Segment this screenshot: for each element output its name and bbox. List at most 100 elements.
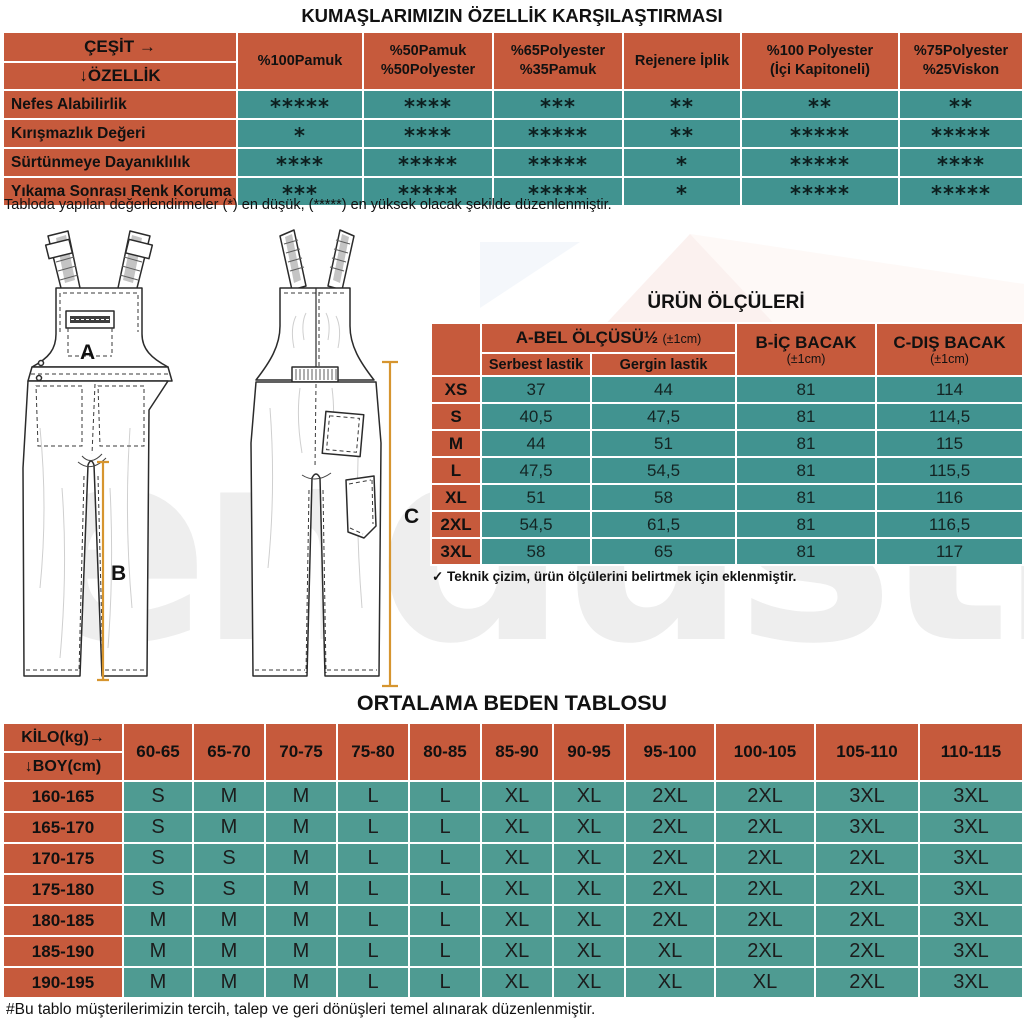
fabric-row-label: Kırışmazlık Değeri [2, 118, 238, 149]
body-size-cell: S [122, 811, 194, 844]
body-size-cell: M [264, 780, 338, 813]
body-size-cell: XL [624, 966, 716, 999]
measure-value-cell: 54,5 [589, 456, 738, 485]
height-row-label: 170-175 [2, 842, 124, 875]
body-size-cell: L [408, 842, 482, 875]
product-measurements-table: A-BEL ÖLÇÜSÜ½ (±1cm) B-İÇ BACAK (±1cm) C… [430, 322, 1024, 566]
body-size-cell: M [192, 904, 266, 937]
weight-column-header: 75-80 [336, 722, 410, 782]
body-size-cell: M [264, 811, 338, 844]
measure-label-c: C [404, 505, 419, 528]
measure-value-cell: 47,5 [480, 456, 592, 485]
body-size-cell: 2XL [714, 780, 816, 813]
star-rating-cell: **** [362, 89, 494, 120]
star-rating-cell: ** [622, 118, 742, 149]
measure-value-cell: 81 [735, 456, 878, 485]
body-size-cell: M [192, 966, 266, 999]
measure-value-cell: 81 [735, 375, 878, 404]
measure-value-cell: 54,5 [480, 510, 592, 539]
weight-column-header: 80-85 [408, 722, 482, 782]
body-size-cell: L [408, 873, 482, 906]
body-size-cell: L [408, 780, 482, 813]
star-rating-cell: ** [622, 89, 742, 120]
body-size-cell: 2XL [714, 873, 816, 906]
measure-value-cell: 81 [735, 429, 878, 458]
size-row-label: XS [430, 375, 482, 404]
body-table-note: #Bu tablo müşterilerimizin tercih, talep… [6, 1001, 596, 1018]
body-size-cell: 3XL [918, 842, 1024, 875]
height-row-label: 165-170 [2, 811, 124, 844]
body-size-cell: XL [480, 780, 554, 813]
body-size-cell: XL [624, 935, 716, 968]
body-size-cell: 3XL [918, 873, 1024, 906]
body-size-cell: 2XL [624, 780, 716, 813]
body-size-cell: S [122, 842, 194, 875]
body-size-cell: L [336, 842, 410, 875]
weight-column-header: 100-105 [714, 722, 816, 782]
overalls-back-view: C [250, 229, 419, 688]
star-rating-cell: ** [740, 89, 900, 120]
weight-column-header: 65-70 [192, 722, 266, 782]
urun-outer-leg-header: C-DIŞ BACAK (±1cm) [875, 322, 1024, 377]
body-size-cell: XL [552, 842, 626, 875]
body-size-cell: M [264, 966, 338, 999]
measure-label-b: B [111, 562, 126, 585]
height-row-label: 185-190 [2, 935, 124, 968]
star-rating-cell: ***** [740, 147, 900, 178]
body-size-cell: L [336, 811, 410, 844]
body-size-cell: XL [480, 966, 554, 999]
star-rating-cell: ** [898, 89, 1024, 120]
measure-value-cell: 44 [589, 375, 738, 404]
star-rating-cell: ***** [492, 147, 624, 178]
measure-value-cell: 115 [875, 429, 1024, 458]
body-size-cell: XL [480, 842, 554, 875]
fabric-column-header: %50Pamuk %50Polyester [362, 31, 494, 91]
body-size-cell: 2XL [624, 811, 716, 844]
star-rating-cell: *** [492, 89, 624, 120]
measure-value-cell: 51 [589, 429, 738, 458]
star-rating-cell: ***** [740, 118, 900, 149]
body-size-cell: M [264, 842, 338, 875]
weight-column-header: 95-100 [624, 722, 716, 782]
measure-value-cell: 37 [480, 375, 592, 404]
body-size-cell: 2XL [624, 873, 716, 906]
body-size-cell: 2XL [624, 904, 716, 937]
star-rating-cell: ***** [898, 176, 1024, 207]
measure-value-cell: 116 [875, 483, 1024, 512]
fabric-column-header: Rejenere İplik [622, 31, 742, 91]
height-row-label: 160-165 [2, 780, 124, 813]
body-size-cell: XL [552, 935, 626, 968]
body-size-cell: L [336, 904, 410, 937]
body-size-cell: XL [552, 873, 626, 906]
beden-corner-bottom: ↓BOY(cm) [2, 751, 124, 782]
body-size-cell: L [336, 935, 410, 968]
body-size-cell: XL [552, 780, 626, 813]
body-size-cell: M [264, 935, 338, 968]
body-size-cell: L [336, 873, 410, 906]
fabric-column-header: %100Pamuk [236, 31, 364, 91]
body-size-cell: 2XL [714, 935, 816, 968]
average-size-table: KİLO(kg)→ 60-65 65-70 70-75 75-80 80-85 … [2, 722, 1024, 999]
fabric-table-title: KUMAŞLARIMIZIN ÖZELLİK KARŞILAŞTIRMASI [301, 5, 723, 26]
star-rating-cell: **** [898, 147, 1024, 178]
star-rating-cell: ***** [362, 176, 494, 207]
measure-value-cell: 81 [735, 402, 878, 431]
body-size-cell: XL [714, 966, 816, 999]
body-size-cell: M [122, 935, 194, 968]
size-row-label: 3XL [430, 537, 482, 566]
body-size-cell: 2XL [814, 904, 920, 937]
body-size-cell: XL [552, 966, 626, 999]
fabric-comparison-table: ÇEŞİT → %100Pamuk %50Pamuk %50Polyester … [2, 31, 1024, 207]
urun-waist-header: A-BEL ÖLÇÜSÜ½ (±1cm) [479, 322, 738, 354]
body-size-cell: XL [480, 873, 554, 906]
weight-column-header: 90-95 [552, 722, 626, 782]
body-size-cell: 3XL [814, 780, 920, 813]
star-rating-cell: ***** [492, 118, 624, 149]
height-row-label: 175-180 [2, 873, 124, 906]
body-size-cell: 2XL [714, 811, 816, 844]
urun-corner-empty [430, 322, 482, 377]
measure-value-cell: 116,5 [875, 510, 1024, 539]
body-size-cell: M [122, 904, 194, 937]
size-row-label: M [430, 429, 482, 458]
fabric-table-note: Tabloda yapılan değerlendirmeler (*) en … [4, 197, 612, 213]
